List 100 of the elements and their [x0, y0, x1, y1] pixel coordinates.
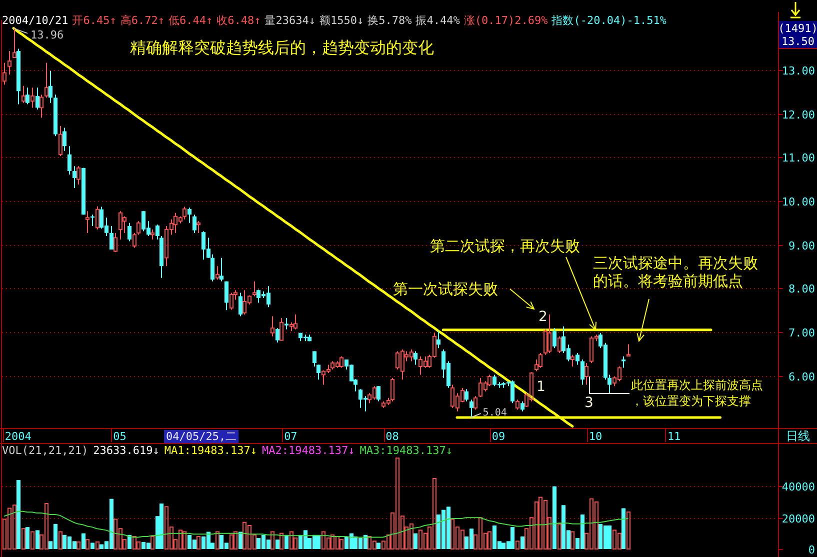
text: 精确解释突破趋势线后的，趋势变动的变化 [130, 38, 434, 57]
candlestick [276, 328, 280, 343]
bar [488, 531, 492, 550]
bar [150, 536, 154, 550]
bar [22, 528, 26, 550]
annotation: 量23634↓ [264, 14, 316, 27]
x-tick-label: 05 [113, 430, 126, 443]
bar [216, 531, 220, 550]
line-series [4, 510, 628, 538]
candlestick [62, 127, 66, 152]
candlestick [520, 400, 524, 412]
candlestick [128, 222, 132, 242]
bar [82, 533, 86, 549]
y-tick-label: 6.00 [788, 370, 815, 384]
bar [626, 512, 630, 550]
bar [238, 532, 242, 549]
bar [76, 541, 80, 550]
y-tick-label: 9.00 [788, 240, 815, 252]
candlestick [86, 210, 90, 234]
chart-title: VOL(21,21,21) [2, 444, 88, 457]
bar [86, 539, 90, 550]
bar [570, 531, 574, 550]
candlestick [68, 146, 72, 175]
candlestick [8, 50, 12, 76]
bar [182, 531, 186, 550]
annotation: MA2:19483.137↓ [262, 444, 355, 457]
candlestick [510, 380, 514, 404]
text: 04/05/25,二 [166, 430, 237, 443]
x-tick-label: 09 [492, 430, 506, 443]
annotation: 换5.78% [368, 14, 412, 27]
bar [622, 508, 626, 549]
annotation: 13.96 [30, 28, 64, 42]
bar [90, 542, 94, 549]
bar [520, 536, 524, 549]
y-tick-label: 12.00 [782, 108, 815, 122]
candlestick [436, 330, 440, 349]
candlestick [72, 166, 76, 188]
annotation: 低6.44↑ [168, 14, 213, 27]
annotation: 此位置再次上探前波高点，该位置变为下探支撑 [631, 378, 763, 408]
y-tick-label: 10.00 [782, 196, 815, 208]
candlestick [30, 87, 34, 108]
bar [276, 540, 280, 549]
bar [290, 531, 294, 550]
candlestick [188, 207, 192, 224]
x-tick-label: 08 [386, 430, 399, 443]
bar [608, 525, 612, 549]
x-tick-label: 2004 [4, 430, 32, 443]
candlestick [552, 328, 556, 349]
text: 13.50 [781, 35, 815, 48]
bar [196, 536, 200, 550]
bar [36, 530, 40, 549]
bar [284, 534, 288, 549]
bar [234, 531, 238, 550]
annotation: 5.04 [482, 408, 507, 418]
annotation: MA1:19483.137↓ [164, 444, 258, 457]
annotation: 振4.44% [416, 14, 460, 27]
candlestick [464, 388, 468, 402]
y-tick-label: 8.00 [788, 282, 815, 296]
text: 日线 [786, 429, 810, 443]
candlestick [238, 292, 242, 317]
candlestick [192, 214, 196, 234]
candlestick [220, 257, 224, 282]
annotation: 额1550↓ [319, 14, 364, 27]
annotation: 23633.619↓ [93, 444, 160, 457]
annotation: 高6.72↑ [120, 14, 164, 27]
annotation: 2 [538, 309, 548, 325]
text: MA3:19483.137↓ [360, 444, 452, 457]
annotation: 1 [536, 379, 546, 395]
candlestick [470, 399, 474, 418]
bar [30, 531, 34, 550]
annotation: 收6.48↑ [216, 14, 261, 27]
annotation: 第一次试探失败 [393, 280, 498, 298]
y-tick-label: 7.00 [788, 326, 815, 340]
bar [516, 540, 520, 550]
candlestick [576, 352, 580, 366]
bar [376, 542, 380, 549]
bar [552, 486, 556, 549]
candlestick [110, 225, 114, 250]
bar [230, 534, 234, 550]
text: (1491) [778, 22, 817, 35]
annotation: 开6.45↑ [72, 14, 116, 27]
x-tick-label: 11 [667, 430, 681, 443]
candlestick [316, 364, 320, 380]
bar [280, 532, 284, 550]
bar [558, 523, 562, 550]
bar [26, 527, 30, 549]
bar [270, 531, 274, 550]
x-tick-label: 07 [284, 430, 298, 443]
annotation: 三次试探途中。再次失败的话。将考验前期低点 [593, 254, 758, 290]
annotation: 涨(0.17)2.69% [464, 14, 548, 27]
candlestick [48, 70, 52, 104]
candlestick [414, 350, 418, 366]
bar [414, 533, 418, 549]
candlestick [580, 358, 584, 386]
bar [128, 534, 132, 549]
annotation: 2004/10/21 [2, 14, 68, 27]
candlestick [26, 87, 30, 105]
y-tick-label: 11.00 [782, 152, 815, 164]
candlestick [36, 87, 40, 110]
y-tick-label: 40000 [782, 480, 815, 494]
